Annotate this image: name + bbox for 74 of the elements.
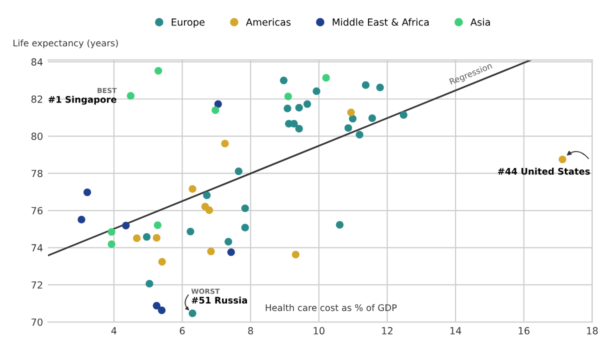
point	[312, 87, 320, 95]
x-tick-label: 14	[450, 327, 462, 334]
point	[241, 224, 249, 232]
point	[212, 106, 220, 114]
y-tick-label: 78	[32, 170, 42, 178]
annotation: #1 Singapore	[48, 96, 116, 105]
y-tick-label: 74	[32, 244, 43, 252]
x-tick-label: 16	[518, 327, 530, 334]
annotation: #44 United States	[498, 168, 590, 175]
point	[126, 92, 134, 100]
point	[224, 238, 232, 246]
point	[284, 92, 292, 100]
legend-label: Middle East & Africa	[332, 18, 429, 26]
point	[292, 250, 300, 258]
point	[295, 124, 303, 133]
point	[348, 114, 357, 123]
point	[221, 140, 229, 148]
point	[142, 233, 151, 241]
point	[188, 309, 196, 318]
x-tick-label: 6	[180, 327, 185, 334]
y-tick-label: 84	[31, 58, 43, 66]
x-tick-label: 12	[382, 327, 392, 334]
point	[188, 185, 196, 193]
point	[356, 130, 364, 138]
point	[234, 167, 242, 176]
point	[241, 204, 249, 212]
point	[158, 258, 166, 266]
point	[122, 222, 130, 230]
y-tick-label: 82	[31, 95, 42, 103]
point	[295, 104, 303, 112]
point	[362, 81, 370, 89]
point	[368, 114, 376, 122]
point	[108, 240, 116, 248]
x-tick-label: 10	[314, 327, 324, 334]
point	[400, 111, 408, 119]
point	[214, 100, 222, 108]
y-tick-label: 76	[32, 206, 43, 214]
point	[186, 228, 194, 236]
point	[347, 108, 355, 116]
point	[83, 188, 92, 196]
y-axis-title: Life expectancy (years)	[14, 39, 118, 48]
annotation: #51 Russia	[192, 296, 247, 304]
point	[203, 191, 211, 200]
point	[344, 124, 352, 132]
point	[280, 76, 288, 84]
point	[152, 234, 160, 242]
x-tick-label: 18	[587, 327, 598, 334]
point	[207, 248, 215, 256]
point	[154, 66, 162, 75]
point	[158, 306, 166, 314]
point	[284, 104, 292, 112]
x-tick-label: 8	[248, 327, 254, 334]
point	[133, 234, 141, 242]
point	[108, 228, 116, 236]
x-axis-title: Health care cost as % of GDP	[266, 304, 397, 312]
point	[303, 100, 312, 108]
y-tick-label: 80	[31, 132, 42, 140]
x-tick-label: 4	[111, 327, 116, 334]
y-tick-label: 72	[32, 281, 42, 289]
point	[336, 221, 344, 229]
point	[146, 280, 154, 288]
point	[376, 84, 384, 92]
point	[558, 156, 566, 164]
point	[152, 302, 160, 310]
point	[227, 248, 235, 256]
point	[78, 216, 86, 224]
point	[322, 74, 330, 82]
point	[154, 221, 162, 229]
legend-label: Americas	[246, 18, 291, 26]
point	[290, 120, 298, 128]
y-tick-label: 70	[32, 318, 42, 326]
legend-label: Europe	[172, 18, 205, 28]
point	[205, 206, 214, 214]
legend-label: Asia	[470, 18, 490, 26]
